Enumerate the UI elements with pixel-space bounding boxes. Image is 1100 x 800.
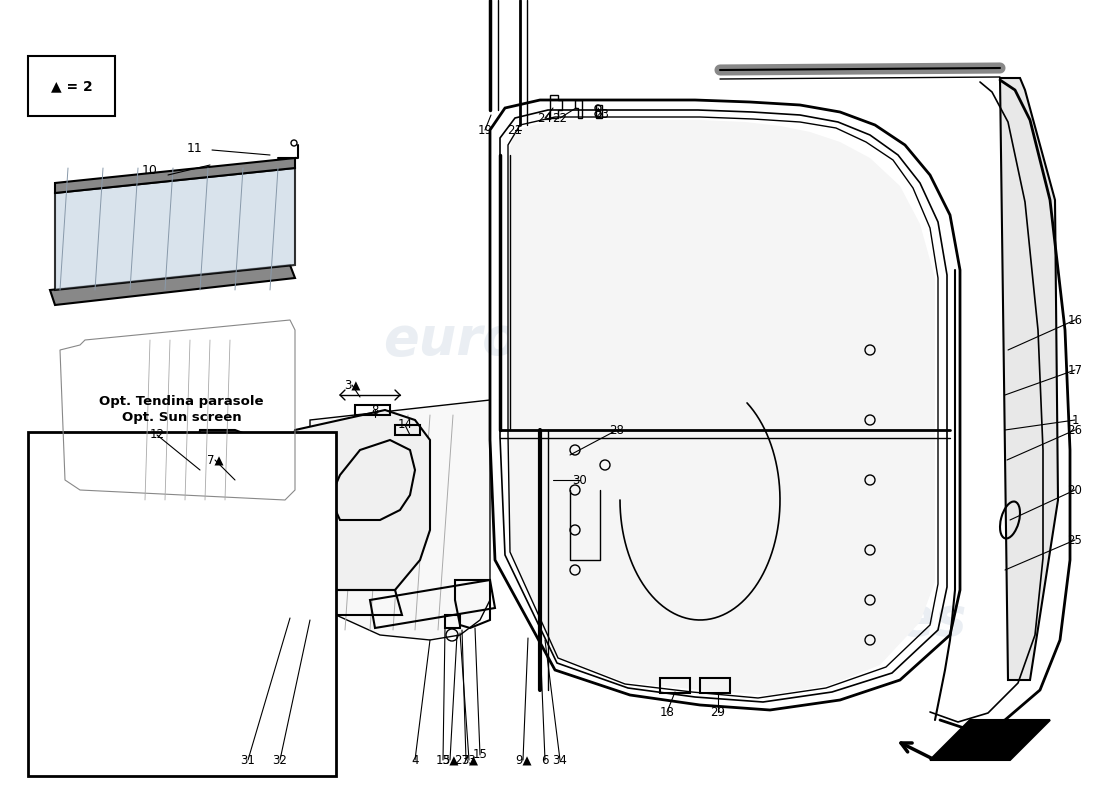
Text: 34: 34 [552, 754, 568, 766]
Text: 3▲: 3▲ [344, 378, 360, 391]
Text: 28: 28 [609, 423, 625, 437]
Text: 25: 25 [1068, 534, 1082, 546]
Text: 21: 21 [507, 123, 522, 137]
Text: eurospares: eurospares [383, 314, 717, 366]
Polygon shape [55, 158, 295, 193]
Text: 4: 4 [411, 754, 419, 766]
Text: 16: 16 [1067, 314, 1082, 326]
Text: 8: 8 [372, 403, 378, 417]
Text: 15: 15 [473, 749, 487, 762]
Text: 20: 20 [1068, 483, 1082, 497]
Polygon shape [1000, 78, 1058, 680]
Text: 33: 33 [462, 754, 476, 766]
Text: 5▲: 5▲ [442, 754, 459, 766]
Text: 29: 29 [711, 706, 726, 718]
Text: 24: 24 [538, 111, 552, 125]
Text: 32: 32 [273, 754, 287, 766]
Text: 9▲: 9▲ [515, 754, 531, 766]
Text: ▲ = 2: ▲ = 2 [51, 79, 92, 93]
Text: Opt. Tendina parasole: Opt. Tendina parasole [99, 395, 264, 409]
Text: 27▲: 27▲ [454, 754, 478, 766]
Polygon shape [55, 168, 295, 290]
Text: 7▲: 7▲ [207, 454, 223, 466]
Text: 22: 22 [552, 111, 568, 125]
Text: 17: 17 [1067, 363, 1082, 377]
Text: Opt. Sun screen: Opt. Sun screen [122, 411, 241, 425]
Polygon shape [930, 720, 1050, 760]
Text: 26: 26 [1067, 423, 1082, 437]
Text: 31: 31 [241, 754, 255, 766]
Polygon shape [508, 120, 935, 695]
Bar [28, 56, 115, 116]
Text: 13: 13 [436, 754, 450, 766]
Text: 30: 30 [573, 474, 587, 486]
Text: 1: 1 [1071, 414, 1079, 426]
Text: 10: 10 [142, 163, 158, 177]
Bar [28, 432, 335, 776]
Text: 19: 19 [477, 123, 493, 137]
Polygon shape [50, 265, 295, 305]
Text: 18: 18 [660, 706, 674, 718]
Text: 6: 6 [541, 754, 549, 766]
Text: 12: 12 [150, 429, 165, 442]
Text: 14: 14 [397, 418, 412, 431]
Polygon shape [310, 400, 490, 640]
Text: 11: 11 [187, 142, 202, 154]
Text: eurospares: eurospares [634, 594, 967, 646]
Polygon shape [280, 410, 430, 590]
Text: 23: 23 [595, 109, 609, 122]
